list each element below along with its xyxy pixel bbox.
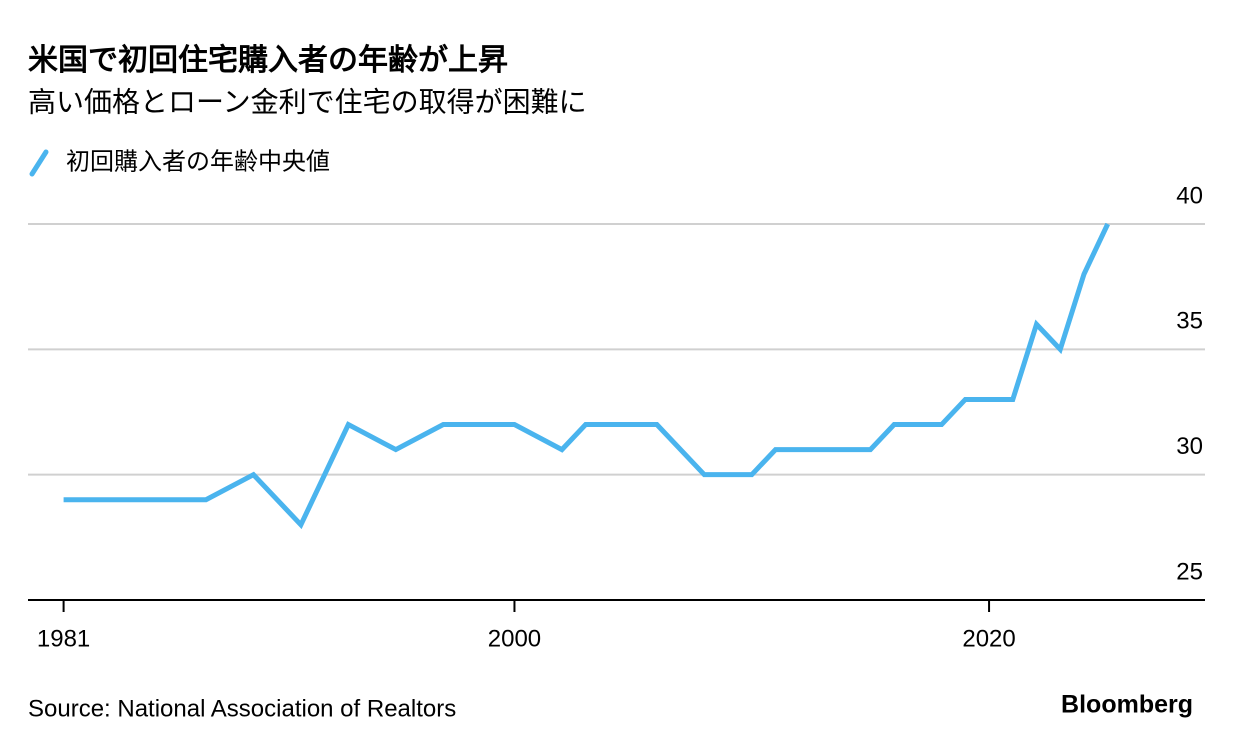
x-tick-label: 2000 [488, 625, 541, 652]
y-tick-label: 25 [1176, 558, 1203, 585]
chart-subtitle: 高い価格とローン金利で住宅の取得が困難に [28, 86, 587, 117]
source: Source: National Association of Realtors [28, 695, 456, 722]
x-tick-label: 1981 [37, 625, 90, 652]
line [63, 222, 1110, 530]
legend-label: 初回購入者の年齢中央値 [66, 148, 330, 175]
x-tick-label: 2020 [962, 625, 1015, 652]
brand: Bloomberg [1061, 691, 1193, 719]
y-tick-label: 35 [1176, 308, 1203, 335]
chart-title: 米国で初回住宅購入者の年齢が上昇 [28, 43, 508, 77]
y-tick-label: 40 [1176, 182, 1203, 209]
legend-swatch [29, 149, 49, 177]
y-tick-label: 30 [1176, 433, 1203, 460]
